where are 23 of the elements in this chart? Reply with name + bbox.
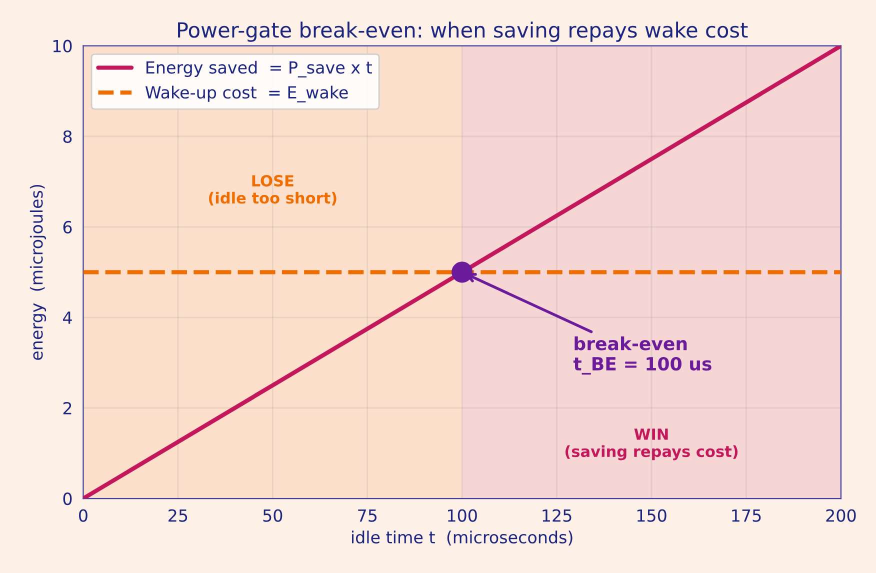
y-tick-label: 10: [53, 40, 72, 52]
band-label: LOSE (idle too short): [208, 175, 336, 206]
x-axis-title: idle time t (microseconds): [352, 530, 572, 546]
y-tick-label: 8: [63, 130, 72, 143]
chart-title: Power-gate break-even: when saving repays wake cost: [178, 22, 748, 42]
y-axis-title: energy (microjoules): [30, 184, 46, 360]
y-tick-label: 6: [63, 220, 72, 234]
legend-label: Wake-up cost = E_wake: [145, 86, 348, 102]
x-tick-label: 0: [79, 509, 88, 522]
annotation: break-even t_BE = 100 us: [573, 336, 712, 375]
y-tick-label: 0: [63, 492, 72, 506]
y-tick-label: 4: [63, 312, 72, 324]
x-tick-label: 200: [826, 509, 856, 522]
y-tick-label: 2: [63, 402, 72, 414]
band-label: WIN (saving repays cost): [566, 428, 738, 460]
x-tick-label: 150: [637, 509, 666, 522]
x-tick-label: 100: [448, 509, 477, 522]
x-tick-label: 25: [168, 509, 188, 522]
x-tick-label: 75: [358, 509, 377, 522]
x-tick-label: 175: [732, 509, 761, 522]
x-tick-label: 50: [263, 509, 282, 522]
x-tick-label: 125: [542, 509, 572, 522]
legend-label: Energy saved = P_save x t: [146, 60, 372, 78]
